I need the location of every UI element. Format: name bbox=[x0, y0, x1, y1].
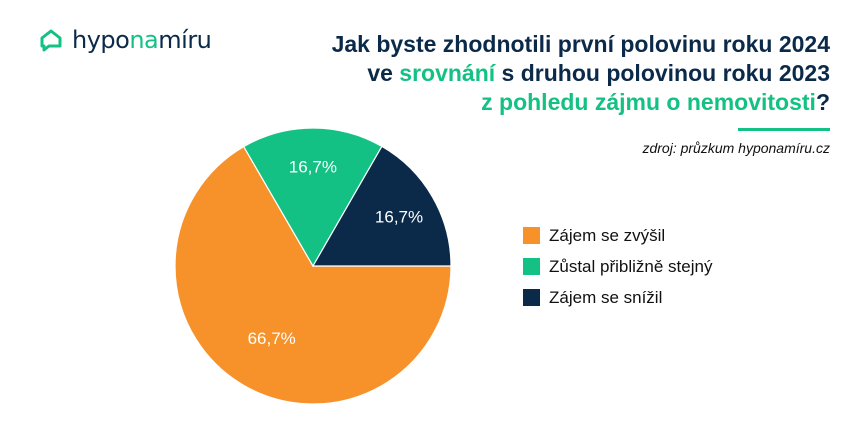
brand-part-hypo: hypo bbox=[72, 26, 130, 54]
chart-title: Jak byste zhodnotili první polovinu roku… bbox=[332, 30, 830, 117]
pie-slice-decreased bbox=[311, 145, 452, 267]
title-line-2-highlight: srovnání bbox=[399, 60, 496, 86]
title-line-3: z pohledu zájmu o nemovitosti? bbox=[332, 88, 830, 117]
pie-data-label: 66,7% bbox=[248, 329, 296, 348]
legend-swatch-orange bbox=[523, 227, 540, 244]
legend-swatch-navy bbox=[523, 289, 540, 306]
source-note: zdroj: průzkum hyponamíru.cz bbox=[642, 140, 830, 156]
brand-part-na: na bbox=[129, 26, 159, 54]
title-line-2-post: s druhou polovinou roku 2023 bbox=[495, 60, 830, 86]
legend-label: Zůstal přibližně stejný bbox=[549, 256, 713, 276]
legend: Zájem se zvýšil Zůstal přibližně stejný … bbox=[523, 226, 712, 319]
legend-label: Zájem se snížil bbox=[549, 287, 663, 307]
brand-part-miru: míru bbox=[158, 26, 212, 54]
title-line-2-pre: ve bbox=[367, 60, 400, 86]
legend-swatch-green bbox=[523, 258, 540, 275]
brand-logo[interactable]: hyponamíru bbox=[38, 26, 212, 54]
title-line-1: Jak byste zhodnotili první polovinu roku… bbox=[331, 31, 830, 57]
legend-item: Zájem se snížil bbox=[523, 288, 712, 307]
legend-item: Zůstal přibližně stejný bbox=[523, 257, 712, 276]
pie-slice-increased bbox=[174, 145, 452, 405]
brand-name: hyponamíru bbox=[72, 26, 212, 54]
legend-item: Zájem se zvýšil bbox=[523, 226, 712, 245]
house-chat-icon bbox=[40, 29, 62, 52]
title-underline bbox=[738, 128, 830, 131]
pie-data-label: 16,7% bbox=[289, 158, 337, 177]
pie-slice-same bbox=[242, 127, 383, 268]
legend-label: Zájem se zvýšil bbox=[549, 225, 666, 245]
title-line-3-post: ? bbox=[815, 89, 830, 115]
pie-data-label: 16,7% bbox=[375, 207, 423, 226]
title-line-2: ve srovnání s druhou polovinou roku 2023 bbox=[332, 59, 830, 88]
title-line-3-highlight: z pohledu zájmu o nemovitosti bbox=[481, 89, 816, 115]
